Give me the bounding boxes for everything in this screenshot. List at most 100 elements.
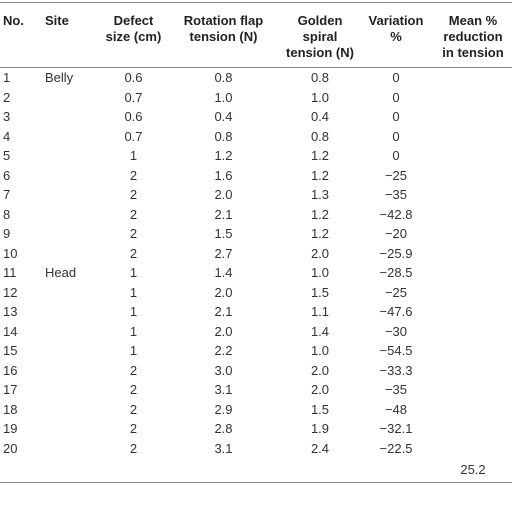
cell: 18	[3, 401, 18, 417]
cell	[165, 458, 282, 483]
cell: 3.1	[214, 382, 233, 397]
cell: 0	[392, 128, 400, 144]
cell: 1.9	[310, 421, 330, 436]
column-header: Golden spiral tension (N)	[282, 2, 358, 68]
table-row: 10 2 2.7 2.0 −25.9	[0, 244, 512, 264]
cell	[42, 322, 102, 342]
cell: Head	[45, 265, 77, 280]
cell: −28.5	[379, 265, 413, 280]
cell: 2.9	[214, 401, 233, 417]
column-header: No.	[0, 2, 42, 68]
cell	[0, 458, 42, 483]
cell: 0	[392, 89, 400, 105]
cell	[42, 458, 102, 483]
cell	[282, 458, 358, 483]
table-body: 1 Belly 0.6 0.8 0.8 0 2 0.7 1.0 1.0 0 3 0.6 0.4 0.4 0 4 0…	[0, 68, 512, 483]
cell: 1	[129, 343, 138, 358]
header-row: No. Site Defect size (cm) Rotation flap ten…	[0, 2, 512, 68]
table-row: 3 0.6 0.4 0.4 0	[0, 107, 512, 127]
cell: 1.2	[310, 206, 330, 222]
cell: 1.0	[310, 265, 330, 280]
cell	[434, 107, 512, 127]
footer-row: 25.2	[0, 458, 512, 483]
cell: 7	[3, 187, 11, 202]
cell: 1.3	[310, 187, 330, 202]
cell: 0.7	[124, 128, 143, 144]
cell: 1.4	[310, 323, 330, 339]
cell: −25	[384, 167, 408, 183]
cell	[42, 107, 102, 127]
cell: 2	[129, 206, 138, 222]
cell: 1.2	[310, 167, 330, 183]
table-row: 7 2 2.0 1.3 −35	[0, 185, 512, 205]
table-row: 12 1 2.0 1.5 −25	[0, 283, 512, 303]
cell	[434, 185, 512, 205]
cell: 11	[3, 265, 17, 280]
cell: 1.2	[214, 148, 233, 163]
cell: 19	[3, 421, 18, 436]
cell	[42, 88, 102, 108]
data-table: No. Site Defect size (cm) Rotation flap ten…	[0, 2, 512, 483]
cell	[434, 302, 512, 322]
cell: 14	[3, 323, 18, 339]
cell: 0	[392, 70, 400, 85]
cell	[434, 127, 512, 147]
cell: 1.5	[310, 401, 330, 417]
cell: 2	[129, 382, 138, 397]
cell: 2	[129, 167, 138, 183]
cell: 2.0	[214, 187, 233, 202]
cell: −30	[384, 323, 408, 339]
cell: 2.8	[214, 421, 233, 436]
cell	[358, 458, 434, 483]
cell: 2	[129, 421, 138, 436]
cell: 5	[3, 148, 11, 163]
cell: 2.7	[214, 245, 233, 261]
column-header: Mean % reduction in tension	[434, 2, 512, 68]
cell	[434, 68, 512, 88]
cell: 1.5	[310, 284, 330, 300]
table-row: 9 2 1.5 1.2 −20	[0, 224, 512, 244]
cell	[42, 419, 102, 439]
cell	[434, 283, 512, 303]
cell: 0.7	[124, 89, 143, 105]
cell	[42, 127, 102, 147]
cell: −32.1	[379, 421, 413, 436]
cell: 0.8	[214, 128, 233, 144]
cell	[42, 224, 102, 244]
cell: 0.8	[214, 70, 233, 85]
cell: 1.6	[214, 167, 233, 183]
cell: −47.6	[379, 304, 413, 319]
cell: −42.8	[379, 206, 413, 222]
table-row: 20 2 3.1 2.4 −22.5	[0, 439, 512, 459]
cell: 1.2	[310, 148, 330, 163]
table-row: 17 2 3.1 2.0 −35	[0, 380, 512, 400]
column-header: Defect size (cm)	[102, 2, 165, 68]
cell: 2.0	[310, 245, 330, 261]
cell: −35	[384, 187, 408, 202]
cell	[434, 419, 512, 439]
cell	[434, 224, 512, 244]
table-row: 6 2 1.6 1.2 −25	[0, 166, 512, 186]
cell: −25.9	[379, 245, 413, 261]
mean-reduction: 25.2	[434, 458, 512, 483]
column-header: Variation %	[358, 2, 434, 68]
cell: −35	[384, 382, 408, 397]
cell: 1	[129, 304, 138, 319]
cell: 3	[3, 109, 11, 124]
cell: 2	[129, 245, 138, 261]
cell: 2	[129, 187, 138, 202]
cell: 12	[3, 284, 18, 300]
cell: 4	[3, 128, 11, 144]
cell	[434, 400, 512, 420]
cell	[42, 302, 102, 322]
cell	[434, 88, 512, 108]
cell	[434, 322, 512, 342]
table-row: 8 2 2.1 1.2 −42.8	[0, 205, 512, 225]
cell	[434, 380, 512, 400]
cell: 2.0	[310, 382, 330, 397]
cell: 1	[129, 284, 138, 300]
table-row: 16 2 3.0 2.0 −33.3	[0, 361, 512, 381]
column-header: Rotation flap tension (N)	[165, 2, 282, 68]
cell: 1.5	[214, 226, 233, 241]
table-row: 19 2 2.8 1.9 −32.1	[0, 419, 512, 439]
